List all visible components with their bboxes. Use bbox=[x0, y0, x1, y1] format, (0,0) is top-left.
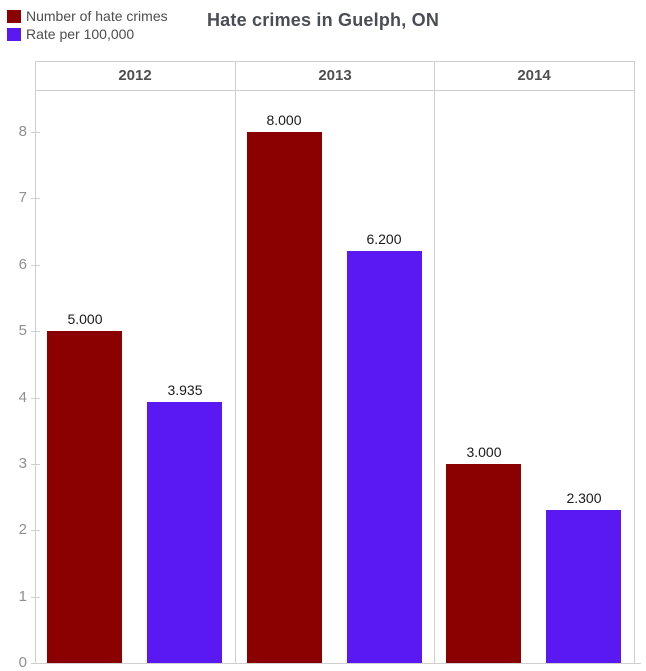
legend-swatch-blue-icon bbox=[7, 27, 21, 41]
facet-divider bbox=[434, 61, 435, 663]
y-tick-mark bbox=[31, 132, 40, 133]
y-tick-label: 0 bbox=[18, 654, 27, 671]
y-tick-mark bbox=[31, 530, 40, 531]
bar-2013-rate bbox=[347, 251, 422, 663]
bar-2012-count bbox=[47, 331, 122, 663]
facet-label-2013: 2013 bbox=[318, 67, 352, 84]
bar-value-label: 8.000 bbox=[266, 112, 302, 128]
y-tick-label: 5 bbox=[18, 322, 27, 339]
bar-value-label: 5.000 bbox=[67, 311, 103, 327]
bar-2014-count bbox=[446, 464, 521, 663]
page-title: Hate crimes in Guelph, ON bbox=[206, 10, 440, 30]
legend-label-hate-crimes: Number of hate crimes bbox=[26, 8, 168, 24]
legend-item-hate-crimes: Number of hate crimes bbox=[7, 7, 168, 25]
bar-value-label: 3.000 bbox=[466, 444, 502, 460]
y-tick-mark bbox=[31, 398, 40, 399]
facet-divider bbox=[235, 61, 236, 663]
bar-2014-rate bbox=[546, 510, 621, 663]
legend-label-rate: Rate per 100,000 bbox=[26, 26, 135, 42]
bar-value-label: 6.200 bbox=[366, 231, 402, 247]
legend: Number of hate crimes Rate per 100,000 bbox=[7, 7, 168, 43]
facet-header-top-border bbox=[35, 61, 634, 62]
bar-value-label: 2.300 bbox=[566, 490, 602, 506]
bar-2012-rate bbox=[147, 402, 222, 663]
y-tick-mark bbox=[31, 198, 40, 199]
facet-label-2014: 2014 bbox=[517, 67, 551, 84]
bar-value-label: 3.935 bbox=[167, 382, 203, 398]
y-tick-label: 8 bbox=[18, 123, 27, 140]
y-tick-mark bbox=[31, 265, 40, 266]
y-tick-mark bbox=[31, 597, 40, 598]
facet-header-bottom-border bbox=[35, 90, 634, 91]
facet-label-2012: 2012 bbox=[118, 67, 152, 84]
y-tick-label: 3 bbox=[18, 455, 27, 472]
x-axis-line bbox=[35, 663, 641, 664]
y-tick-mark bbox=[31, 464, 40, 465]
y-tick-label: 4 bbox=[18, 389, 27, 406]
y-tick-label: 2 bbox=[18, 521, 27, 538]
y-tick-label: 6 bbox=[18, 256, 27, 273]
y-tick-label: 1 bbox=[18, 588, 27, 605]
y-axis-line bbox=[35, 61, 36, 663]
bar-2013-count bbox=[247, 132, 322, 663]
y-tick-mark bbox=[31, 663, 40, 664]
y-tick-mark bbox=[31, 331, 40, 332]
facet-divider bbox=[634, 61, 635, 663]
legend-item-rate: Rate per 100,000 bbox=[7, 25, 168, 43]
legend-swatch-red-icon bbox=[7, 9, 21, 23]
y-tick-label: 7 bbox=[18, 189, 27, 206]
